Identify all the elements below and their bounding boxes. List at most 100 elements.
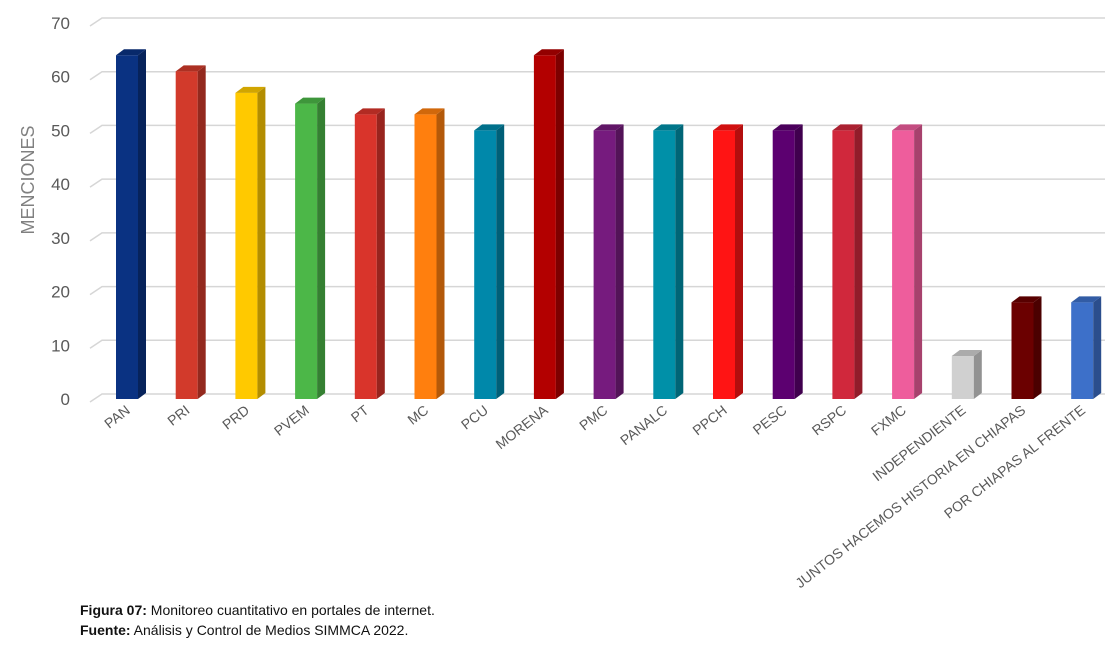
bar-side	[735, 124, 743, 399]
bar-side	[1033, 296, 1042, 399]
x-tick-label: PRI	[164, 402, 192, 429]
bar-top	[474, 124, 505, 131]
bar-front	[533, 55, 556, 399]
bar-top	[1011, 296, 1042, 303]
bar	[593, 124, 624, 399]
bar-side	[854, 124, 863, 399]
source-text: Análisis y Control de Medios SIMMCA 2022…	[130, 622, 409, 638]
bar	[533, 49, 564, 399]
x-tick-label: PESC	[750, 402, 790, 438]
bar-front	[414, 114, 437, 400]
bar-side	[973, 350, 982, 399]
bar-front	[235, 92, 258, 399]
bar	[295, 97, 326, 400]
x-tick-label: PRD	[219, 402, 252, 433]
source-label: Fuente:	[80, 622, 131, 638]
y-tick-label: 30	[51, 229, 70, 248]
bar	[1011, 296, 1042, 399]
bar	[772, 124, 803, 399]
bar-top	[832, 124, 863, 131]
bar-top	[593, 124, 624, 131]
x-axis-labels: PAN PRI PRD PVEM PT MC PCU MORENA PMC PANALC PPCH P…	[101, 401, 1088, 591]
bar-side	[376, 108, 385, 400]
bar-top	[1071, 296, 1102, 303]
figure-caption: Figura 07: Monitoreo cuantitativo en por…	[80, 602, 435, 618]
bar	[354, 108, 385, 400]
source-caption: Fuente: Análisis y Control de Medios SIM…	[80, 622, 408, 638]
gridline	[89, 232, 1105, 242]
y-tick-label: 40	[51, 175, 70, 194]
bar	[116, 49, 146, 399]
bar-top	[713, 124, 743, 131]
bar-front	[354, 114, 377, 400]
x-tick-label: PVEM	[271, 402, 312, 439]
bar-top	[354, 108, 385, 115]
y-tick-label: 70	[51, 14, 70, 33]
bar-front	[1011, 302, 1034, 399]
bar-side	[675, 124, 684, 399]
y-axis-ticks: 0 10 20 30 40 50 60 70	[51, 14, 70, 409]
y-tick-label: 0	[61, 390, 70, 409]
gridline	[89, 17, 1105, 27]
bar-side	[436, 108, 445, 400]
bar-side	[197, 65, 206, 399]
bar-front	[832, 130, 855, 399]
bar-top	[414, 108, 445, 115]
figure-label: Figura 07:	[80, 602, 147, 618]
x-tick-label: RSPC	[809, 402, 850, 439]
y-tick-label: 50	[51, 121, 70, 140]
figure-text: Monitoreo cuantitativo en portales de in…	[146, 602, 435, 618]
bar	[951, 350, 982, 399]
bar-side	[1093, 296, 1102, 399]
x-tick-label: PANALC	[617, 402, 670, 448]
x-tick-label: MORENA	[492, 401, 551, 452]
bar	[653, 124, 684, 399]
bar-front	[951, 356, 974, 399]
bar	[474, 124, 505, 399]
bar-front	[593, 130, 616, 399]
x-tick-label: PCU	[458, 402, 491, 433]
bar	[175, 65, 206, 399]
bar	[235, 86, 266, 399]
x-tick-label: FXMC	[868, 402, 909, 439]
x-tick-label: PPCH	[689, 402, 730, 439]
bar-front	[653, 130, 676, 399]
bar-side	[317, 97, 326, 400]
gridline	[89, 285, 1105, 296]
gridline	[89, 124, 1105, 135]
y-axis-label: MENCIONES	[18, 125, 38, 234]
bar-side	[615, 124, 624, 399]
bar-front	[1071, 302, 1094, 399]
bar-side	[914, 124, 923, 399]
bar-front	[175, 71, 198, 399]
x-tick-label: PAN	[101, 402, 133, 432]
x-tick-label: PT	[348, 401, 372, 425]
bar-front	[713, 130, 735, 399]
bar	[892, 124, 923, 399]
bar-side	[496, 124, 505, 399]
bar-top	[772, 124, 803, 131]
gridline	[89, 70, 1105, 81]
bar-top	[892, 124, 923, 131]
bar-side	[138, 49, 146, 399]
gridlines	[89, 17, 1105, 403]
bar-top	[175, 65, 206, 72]
x-tick-label: PMC	[576, 402, 610, 434]
bar	[414, 108, 445, 400]
bar-front	[772, 130, 795, 399]
bar-top	[951, 350, 982, 357]
bar-top	[235, 86, 266, 93]
bar-front	[116, 55, 138, 399]
gridline	[89, 178, 1105, 188]
y-tick-label: 20	[51, 283, 70, 302]
bar	[713, 124, 743, 399]
bar-top	[533, 49, 564, 56]
gridline	[89, 339, 1105, 349]
x-tick-label: MC	[404, 402, 431, 428]
y-tick-label: 60	[51, 68, 70, 87]
bar-top	[116, 49, 146, 56]
bar-top	[653, 124, 684, 131]
bar-side	[794, 124, 803, 399]
bar-front	[474, 130, 497, 399]
